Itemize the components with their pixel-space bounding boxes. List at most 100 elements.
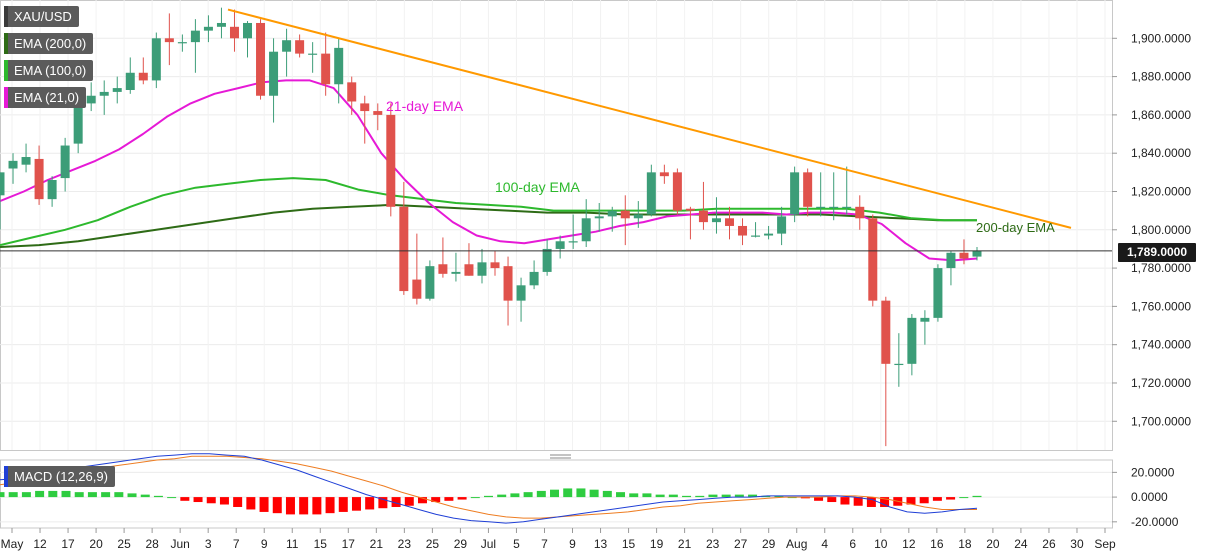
macd-histogram-bar bbox=[338, 497, 348, 512]
macd-histogram-bar bbox=[853, 497, 863, 506]
candle-bullish bbox=[633, 214, 643, 219]
macd-histogram-bar bbox=[576, 488, 586, 498]
macd-histogram-bar bbox=[470, 497, 480, 499]
candle-bullish bbox=[190, 30, 200, 43]
y-tick-label: 1,800.0000 bbox=[1131, 223, 1191, 237]
macd-histogram-bar bbox=[523, 492, 533, 498]
candle-bullish bbox=[47, 180, 57, 200]
candle-bullish bbox=[581, 218, 591, 242]
x-tick-label: 23 bbox=[706, 537, 720, 551]
candle-bullish bbox=[216, 22, 226, 27]
macd-histogram-bar bbox=[774, 495, 784, 498]
ema21-line bbox=[0, 79, 978, 262]
candle-bearish bbox=[881, 300, 891, 364]
macd-histogram-bar bbox=[285, 497, 295, 515]
x-tick-label: 5 bbox=[513, 537, 520, 551]
candle-bearish bbox=[399, 206, 409, 292]
macd-histogram-bar bbox=[906, 497, 916, 505]
y-tick-label: 1,740.0000 bbox=[1131, 338, 1191, 352]
candle-bullish bbox=[99, 91, 109, 96]
macd-histogram-bar bbox=[0, 492, 5, 498]
x-tick-label: 17 bbox=[342, 537, 356, 551]
x-tick-label: Jun bbox=[170, 537, 189, 551]
candle-bullish bbox=[594, 216, 604, 219]
macd-histogram-bar bbox=[642, 493, 652, 498]
candle-bearish bbox=[698, 210, 708, 223]
x-tick-label: May bbox=[1, 537, 24, 551]
macd-histogram-bar bbox=[233, 497, 243, 507]
candle-bullish bbox=[177, 42, 187, 44]
candle-bullish bbox=[542, 248, 552, 272]
macd-histogram-bar bbox=[140, 494, 150, 498]
y-tick-label: 1,900.0000 bbox=[1131, 31, 1191, 45]
macd-histogram-bar bbox=[655, 494, 665, 498]
candle-bullish bbox=[764, 233, 774, 236]
candle-bullish bbox=[972, 250, 982, 257]
candle-bearish bbox=[438, 264, 448, 274]
macd-histogram-bar bbox=[365, 497, 375, 510]
candle-bullish bbox=[829, 206, 839, 209]
candle-bullish bbox=[555, 241, 565, 249]
x-tick-label: 30 bbox=[1070, 537, 1084, 551]
candle-bearish bbox=[490, 262, 500, 269]
macd-histogram-bar bbox=[74, 492, 84, 498]
macd-histogram-bar bbox=[312, 497, 322, 515]
macd-histogram-bar bbox=[417, 497, 427, 504]
macd-histogram-bar bbox=[682, 495, 692, 498]
macd-histogram-bar bbox=[180, 497, 190, 501]
x-tick-label: 27 bbox=[734, 537, 748, 551]
macd-histogram-bar bbox=[734, 494, 744, 498]
macd-histogram-bar bbox=[840, 497, 850, 505]
macd-histogram-bar bbox=[946, 497, 956, 500]
x-tick-label: 29 bbox=[762, 537, 776, 551]
macd-histogram-bar bbox=[708, 494, 718, 498]
x-tick-label: 15 bbox=[622, 537, 636, 551]
macd-y-tick-label: -20.0000 bbox=[1131, 515, 1179, 529]
candle-bullish bbox=[60, 145, 70, 179]
candle-bearish bbox=[256, 22, 266, 96]
x-tick-label: 28 bbox=[145, 537, 159, 551]
y-tick-label: 1,880.0000 bbox=[1131, 70, 1191, 84]
macd-histogram-bar bbox=[35, 490, 45, 498]
x-tick-label: 26 bbox=[1042, 537, 1056, 551]
macd-histogram-bar bbox=[932, 497, 942, 501]
x-tick-label: 4 bbox=[821, 537, 828, 551]
macd-histogram-bar bbox=[536, 490, 546, 498]
macd-histogram-bar bbox=[510, 493, 520, 498]
x-tick-label: 20 bbox=[986, 537, 1000, 551]
x-tick-label: 7 bbox=[541, 537, 548, 551]
ema100-annotation: 100-day EMA bbox=[495, 179, 580, 195]
y-tick-label: 1,760.0000 bbox=[1131, 299, 1191, 313]
macd-histogram-bar bbox=[21, 492, 31, 498]
macd-y-tick-label: 20.0000 bbox=[1131, 465, 1175, 479]
macd-histogram-bar bbox=[748, 494, 758, 498]
candle-bullish bbox=[125, 72, 135, 90]
candle-bearish bbox=[295, 40, 305, 54]
y-tick-label: 1,820.0000 bbox=[1131, 184, 1191, 198]
candle-bullish bbox=[842, 206, 852, 209]
macd-histogram-bar bbox=[814, 497, 824, 501]
macd-histogram-bar bbox=[444, 497, 454, 501]
y-tick-label: 1,840.0000 bbox=[1131, 146, 1191, 160]
macd-histogram-bar bbox=[325, 497, 335, 514]
macd-histogram-bar bbox=[404, 497, 414, 506]
macd-histogram-bar bbox=[167, 497, 177, 499]
macd-histogram-bar bbox=[48, 490, 58, 498]
x-tick-label: Aug bbox=[786, 537, 807, 551]
candle-bullish bbox=[0, 172, 5, 196]
candle-bullish bbox=[777, 216, 787, 234]
candle-bearish bbox=[868, 218, 878, 301]
candle-bearish bbox=[959, 252, 969, 259]
candle-bullish bbox=[516, 285, 526, 301]
ema200-annotation: 200-day EMA bbox=[976, 220, 1055, 235]
macd-line bbox=[0, 453, 978, 524]
candle-bullish bbox=[86, 95, 96, 104]
macd-histogram-bar bbox=[378, 497, 388, 509]
candle-bullish bbox=[816, 206, 826, 209]
x-tick-label: 12 bbox=[902, 537, 916, 551]
macd-histogram-bar bbox=[8, 492, 18, 498]
candle-bullish bbox=[894, 363, 904, 366]
macd-histogram-bar bbox=[563, 488, 573, 498]
candle-bullish bbox=[933, 268, 943, 318]
